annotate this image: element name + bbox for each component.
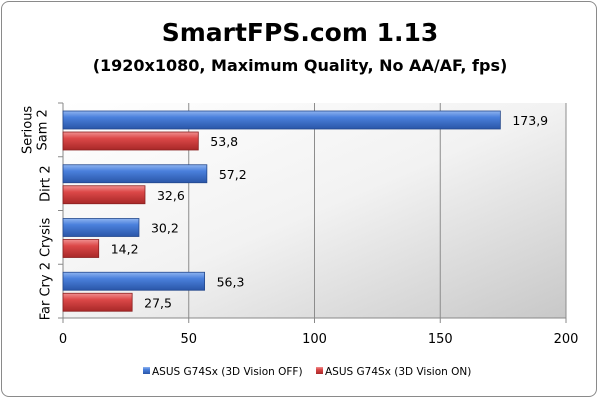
x-tick-label: 200 bbox=[554, 332, 579, 347]
y-category-label: Dirt 2 bbox=[39, 165, 54, 201]
legend-label: ASUS G74Sx (3D Vision ON) bbox=[325, 366, 471, 378]
legend-swatch bbox=[316, 367, 323, 374]
data-label: 30,2 bbox=[151, 221, 179, 236]
data-label: 27,5 bbox=[144, 295, 172, 310]
data-label: 57,2 bbox=[219, 167, 247, 182]
y-category-label: Far Cry 2 bbox=[39, 262, 54, 320]
bar-vision-on bbox=[62, 131, 199, 151]
chart-subtitle: (1920x1080, Maximum Quality, No AA/AF, f… bbox=[92, 56, 508, 75]
bar-vision-off bbox=[62, 110, 501, 130]
data-label: 173,9 bbox=[512, 113, 548, 128]
legend-swatch bbox=[143, 367, 150, 374]
bar-vision-off bbox=[62, 271, 205, 291]
data-label: 56,3 bbox=[217, 274, 245, 289]
x-tick-label: 50 bbox=[180, 332, 197, 347]
bar-vision-on bbox=[62, 292, 133, 312]
bar-vision-off bbox=[62, 218, 140, 237]
y-category-label: SeriousSam 2 bbox=[21, 106, 51, 154]
data-label: 53,8 bbox=[210, 134, 238, 149]
y-category-label: Crysis bbox=[39, 218, 54, 258]
x-tick-label: 0 bbox=[59, 332, 67, 347]
bar-vision-on bbox=[62, 239, 100, 258]
bar-vision-on bbox=[62, 185, 146, 205]
data-label: 14,2 bbox=[111, 242, 139, 257]
data-label: 32,6 bbox=[157, 188, 185, 203]
legend-label: ASUS G74Sx (3D Vision OFF) bbox=[152, 366, 303, 378]
chart-title: SmartFPS.com 1.13 bbox=[161, 18, 439, 47]
x-tick-label: 100 bbox=[302, 332, 327, 347]
x-tick-label: 150 bbox=[428, 332, 453, 347]
bar-vision-off bbox=[62, 164, 208, 184]
